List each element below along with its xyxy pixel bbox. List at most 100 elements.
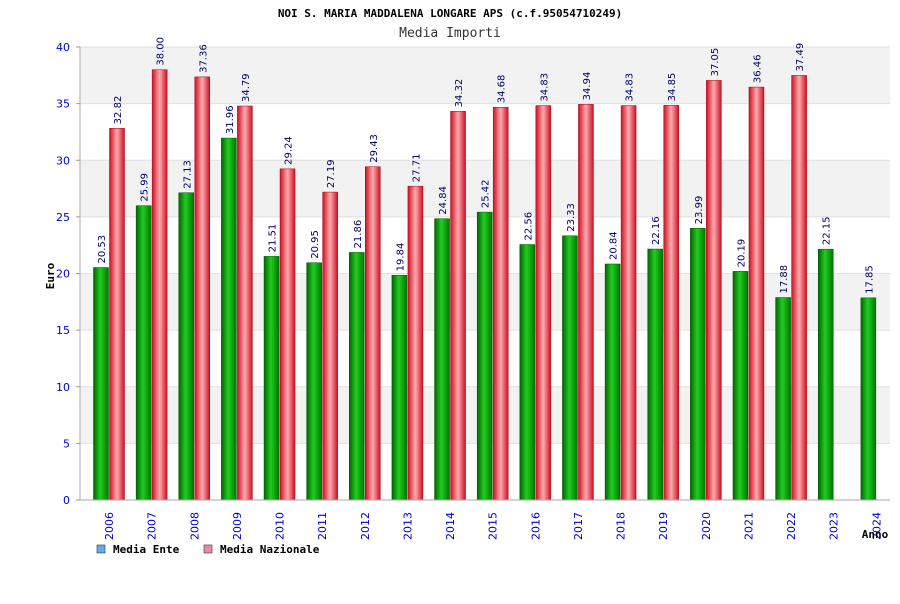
bar-media-ente-2023 (817, 248, 834, 501)
data-label: 37.05 (710, 48, 721, 77)
bar-media-nazionale-2013 (407, 185, 424, 501)
x-tick-label: 2009 (231, 512, 244, 540)
bar-media-nazionale-2017 (578, 104, 594, 501)
data-label: 25.99 (140, 173, 151, 202)
data-label: 21.86 (353, 220, 364, 249)
data-label: 34.83 (625, 73, 636, 102)
chart-title: NOI S. MARIA MADDALENA LONGARE APS (c.f.… (278, 7, 622, 20)
bar-media-ente-2022 (775, 297, 791, 501)
x-tick-label: 2006 (103, 512, 116, 540)
y-axis-label: Euro (44, 262, 57, 289)
data-label: 29.43 (369, 134, 380, 163)
bars: 20.53 32.82 25.99 38.00 27.13 37.36 31.96 34.79… (93, 37, 877, 501)
bar-media-ente-2006 (93, 267, 109, 501)
bar-media-ente-2011 (306, 262, 322, 501)
data-label: 37.36 (198, 44, 209, 73)
chart-subtitle: Media Importi (399, 26, 501, 41)
x-tick-label: 2010 (274, 512, 287, 540)
data-label: 27.71 (411, 154, 422, 183)
bar-media-nazionale-2020 (706, 80, 722, 501)
bar-media-ente-2009 (221, 137, 237, 501)
data-label: 34.94 (582, 72, 593, 101)
data-label: 38.00 (156, 37, 167, 66)
bar-media-ente-2008 (178, 192, 195, 501)
y-tick-label: 40 (56, 41, 70, 54)
data-label: 24.84 (438, 186, 449, 215)
data-label: 20.95 (310, 230, 321, 259)
data-label: 34.85 (667, 73, 678, 102)
bar-media-ente-2013 (391, 275, 408, 501)
bar-media-ente-2018 (604, 263, 621, 501)
data-label: 27.19 (326, 159, 337, 188)
data-label: 20.84 (609, 231, 620, 260)
data-label: 22.56 (523, 212, 534, 241)
data-label: 21.51 (268, 224, 279, 253)
data-label: 31.96 (225, 105, 236, 134)
y-tick-label: 10 (56, 381, 70, 394)
x-tick-label: 2018 (615, 512, 628, 540)
data-label: 22.16 (651, 216, 662, 245)
y-tick-label: 35 (56, 98, 70, 111)
data-label: 17.88 (779, 265, 790, 294)
bar-media-ente-2010 (263, 256, 280, 501)
data-label: 20.19 (736, 239, 747, 268)
x-tick-label: 2016 (529, 512, 542, 540)
data-label: 34.79 (241, 73, 252, 102)
bar-media-ente-2019 (647, 248, 663, 501)
bar-media-ente-2007 (135, 205, 152, 501)
x-tick-label: 2020 (700, 512, 713, 540)
x-tick-label: 2023 (828, 512, 841, 540)
data-label: 23.99 (694, 196, 705, 225)
x-tick-label: 2022 (785, 512, 798, 540)
bar-media-nazionale-2018 (620, 105, 637, 501)
data-label: 36.46 (752, 54, 763, 83)
legend-label: Media Nazionale (220, 543, 320, 556)
y-tick-label: 15 (56, 324, 70, 337)
bar-media-nazionale-2006 (109, 128, 125, 501)
x-tick-label: 2013 (401, 512, 414, 540)
x-tick-label: 2021 (742, 512, 755, 540)
bar-media-nazionale-2011 (322, 191, 338, 501)
x-tick-label: 2024 (870, 512, 883, 540)
bar-media-ente-2014 (434, 218, 450, 501)
data-label: 19.84 (395, 243, 406, 272)
bar-media-nazionale-2015 (492, 106, 509, 501)
bar-media-ente-2017 (562, 235, 578, 501)
axes: 0 5 10 15 20 25 30 35 40 2006 2007 2008 2009 2010 2011… (56, 41, 890, 540)
y-tick-label: 25 (56, 211, 70, 224)
data-label: 34.83 (539, 73, 550, 102)
x-tick-label: 2019 (657, 512, 670, 540)
bar-media-nazionale-2007 (151, 69, 168, 501)
data-label: 22.15 (822, 217, 833, 246)
y-tick-label: 0 (63, 494, 70, 507)
data-label: 29.24 (284, 136, 295, 165)
x-tick-label: 2014 (444, 512, 457, 540)
bar-media-nazionale-2010 (279, 168, 296, 501)
bar-media-nazionale-2019 (663, 105, 679, 501)
y-tick-label: 20 (56, 268, 70, 281)
data-label: 25.42 (481, 179, 492, 208)
bar-media-nazionale-2014 (450, 111, 466, 501)
y-tick-label: 5 (63, 437, 70, 450)
bar-media-nazionale-2008 (194, 76, 211, 501)
bar-media-ente-2016 (519, 244, 536, 501)
x-tick-label: 2007 (146, 512, 159, 540)
x-tick-label: 2017 (572, 512, 585, 540)
bar-media-nazionale-2021 (748, 86, 765, 501)
data-label: 34.32 (454, 79, 465, 108)
bar-media-nazionale-2022 (791, 75, 807, 501)
x-tick-label: 2011 (316, 512, 329, 540)
legend-swatch (96, 544, 106, 554)
bar-media-ente-2015 (476, 211, 493, 501)
bar-media-ente-2024 (860, 297, 877, 501)
x-tick-label: 2008 (188, 512, 201, 540)
data-label: 34.68 (497, 75, 508, 104)
bar-media-ente-2012 (349, 252, 365, 501)
data-label: 23.33 (566, 203, 577, 232)
data-label: 17.85 (864, 265, 875, 294)
x-axis-label: Anno (862, 528, 889, 541)
x-tick-label: 2015 (487, 512, 500, 540)
bar-media-nazionale-2009 (237, 105, 253, 501)
